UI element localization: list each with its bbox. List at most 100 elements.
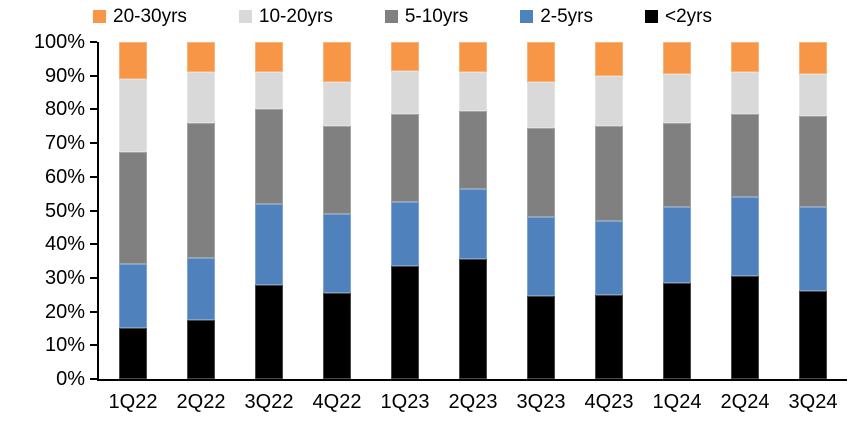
y-axis-tick-mark bbox=[90, 108, 97, 111]
bar-segment-20-30yrs-1q24 bbox=[663, 42, 691, 75]
x-axis-label-4q22: 4Q22 bbox=[312, 391, 362, 413]
legend-label: <2yrs bbox=[665, 6, 712, 27]
bar-segment-2yrs-1q22 bbox=[119, 328, 147, 379]
y-axis-tick-mark bbox=[90, 276, 97, 279]
y-axis-tick-mark bbox=[90, 41, 97, 43]
bar-segment-20-30yrs-4q22 bbox=[323, 42, 351, 83]
bar-segment-2-5yrs-1q22 bbox=[119, 264, 147, 329]
legend-swatch-icon bbox=[238, 10, 252, 23]
bar-group-2q22 bbox=[167, 42, 235, 379]
bar-segment-2yrs-2q24 bbox=[731, 276, 759, 379]
legend-label: 20-30yrs bbox=[113, 6, 187, 27]
bar-segment-2yrs-3q23 bbox=[527, 296, 555, 379]
x-axis-label-1q23: 1Q23 bbox=[380, 391, 430, 413]
y-axis-tick-label: 80% bbox=[44, 98, 85, 121]
x-axis-label-4q23: 4Q23 bbox=[584, 391, 634, 413]
bar-group-4q22 bbox=[303, 42, 371, 379]
legend-item-20-30yrs: 20-30yrs bbox=[93, 7, 187, 26]
plot-area: 0% 10% 20% 30% 40% 50% 60% 70% 80% 90% 100% bbox=[34, 32, 847, 389]
x-axis-label-2q24: 2Q24 bbox=[720, 391, 770, 413]
bar-segment-20-30yrs-4q23 bbox=[595, 42, 623, 76]
legend-label: 5-10yrs bbox=[404, 6, 469, 27]
y-axis-tick-label: 20% bbox=[44, 300, 85, 323]
bar-segment-10-20yrs-4q22 bbox=[323, 82, 351, 127]
legend-label: 10-20yrs bbox=[258, 6, 333, 27]
bar-group-3q23 bbox=[507, 42, 575, 379]
y-axis-tick-mark bbox=[90, 142, 97, 145]
x-axis-label-3q22: 3Q22 bbox=[244, 391, 294, 413]
bar-segment-2-5yrs-1q23 bbox=[391, 202, 419, 267]
y-axis-tick-mark bbox=[90, 175, 97, 178]
bar-segment-20-30yrs-2q23 bbox=[459, 42, 487, 73]
bar-segment-20-30yrs-1q23 bbox=[391, 42, 419, 71]
bar-group-4q23 bbox=[575, 42, 643, 379]
y-axis-tick-mark bbox=[90, 378, 97, 380]
x-axis-label-2q22: 2Q22 bbox=[176, 391, 226, 413]
bar-segment-20-30yrs-3q22 bbox=[255, 42, 283, 73]
y-axis-tick-label: 10% bbox=[44, 334, 85, 357]
bar-segment-2yrs-3q24 bbox=[799, 291, 827, 379]
bar-segment-2-5yrs-2q23 bbox=[459, 188, 487, 260]
y-axis-tick-label: 60% bbox=[44, 165, 85, 188]
bar-segment-2yrs-1q24 bbox=[663, 282, 691, 379]
legend-swatch-icon bbox=[645, 10, 658, 23]
bar-segment-2yrs-2q23 bbox=[459, 259, 487, 379]
bar-segment-10-20yrs-1q24 bbox=[663, 74, 691, 123]
bar-segment-10-20yrs-3q24 bbox=[799, 74, 827, 117]
legend-item-10-20yrs: 10-20yrs bbox=[238, 6, 333, 27]
bar-segment-10-20yrs-3q23 bbox=[527, 82, 555, 128]
bar-group-2q23 bbox=[439, 42, 507, 379]
bar-segment-5-10yrs-3q22 bbox=[255, 109, 283, 204]
bar-group-3q22 bbox=[235, 42, 303, 379]
y-axis-tick-label: 50% bbox=[44, 199, 85, 222]
y-axis-tick-mark bbox=[90, 243, 97, 246]
y-axis-tick-label: 90% bbox=[44, 64, 85, 87]
bar-segment-2yrs-4q23 bbox=[595, 294, 623, 379]
y-axis-tick-mark bbox=[90, 344, 97, 347]
bar-segment-10-20yrs-2q22 bbox=[187, 72, 215, 123]
bar-segment-20-30yrs-3q24 bbox=[799, 42, 827, 75]
bar-segment-10-20yrs-1q22 bbox=[119, 79, 147, 152]
bar-segment-2-5yrs-1q24 bbox=[663, 207, 691, 283]
x-axis-label-3q23: 3Q23 bbox=[516, 391, 566, 413]
y-axis-tick-label: 30% bbox=[44, 266, 85, 289]
legend-item-5-10yrs: 5-10yrs bbox=[384, 6, 469, 27]
y-axis-tick-mark bbox=[90, 209, 97, 212]
y-axis-tick-label: 40% bbox=[44, 233, 85, 256]
bars bbox=[99, 42, 847, 379]
bar-segment-2-5yrs-3q22 bbox=[255, 203, 283, 285]
legend-item-2-5yrs: 2-5yrs bbox=[520, 7, 593, 26]
bar-segment-5-10yrs-3q24 bbox=[799, 116, 827, 208]
legend-item-2yrs: <2yrs bbox=[645, 7, 712, 26]
bar-segment-2-5yrs-2q24 bbox=[731, 197, 759, 277]
y-axis-tick-label: 70% bbox=[44, 132, 85, 155]
y-axis-tick-mark bbox=[90, 310, 97, 313]
bar-segment-5-10yrs-2q23 bbox=[459, 111, 487, 189]
y-axis-tick-label: 0% bbox=[56, 368, 85, 390]
bar-segment-10-20yrs-1q23 bbox=[391, 70, 419, 115]
bar-segment-10-20yrs-2q23 bbox=[459, 72, 487, 112]
bar-segment-2-5yrs-4q22 bbox=[323, 213, 351, 294]
x-axis-labels: 1Q22 2Q22 3Q22 4Q22 1Q23 2Q23 3Q23 4Q23 1Q24 2Q24… bbox=[99, 392, 847, 412]
bar-segment-20-30yrs-2q24 bbox=[731, 42, 759, 73]
bar-segment-2-5yrs-3q24 bbox=[799, 207, 827, 292]
x-axis-label-1q24: 1Q24 bbox=[652, 391, 702, 413]
legend-swatch-icon bbox=[384, 10, 398, 23]
x-axis-label-1q22: 1Q22 bbox=[108, 391, 158, 413]
bar-segment-10-20yrs-3q22 bbox=[255, 72, 283, 110]
x-axis-label-2q23: 2Q23 bbox=[448, 391, 498, 413]
y-axis-tick-label: 100% bbox=[33, 31, 85, 53]
x-axis-label-3q24: 3Q24 bbox=[788, 391, 838, 413]
bar-group-2q24 bbox=[711, 42, 779, 379]
bar-segment-20-30yrs-1q22 bbox=[119, 42, 147, 80]
bar-segment-5-10yrs-4q23 bbox=[595, 126, 623, 221]
bar-group-1q23 bbox=[371, 42, 439, 379]
bar-segment-20-30yrs-2q22 bbox=[187, 42, 215, 73]
legend-swatch-icon bbox=[93, 10, 106, 23]
bar-segment-5-10yrs-1q22 bbox=[119, 151, 147, 265]
bar-segment-2yrs-2q22 bbox=[187, 320, 215, 379]
legend-swatch-icon bbox=[520, 10, 534, 23]
bar-segment-20-30yrs-3q23 bbox=[527, 42, 555, 83]
bar-segment-2yrs-3q22 bbox=[255, 284, 283, 379]
